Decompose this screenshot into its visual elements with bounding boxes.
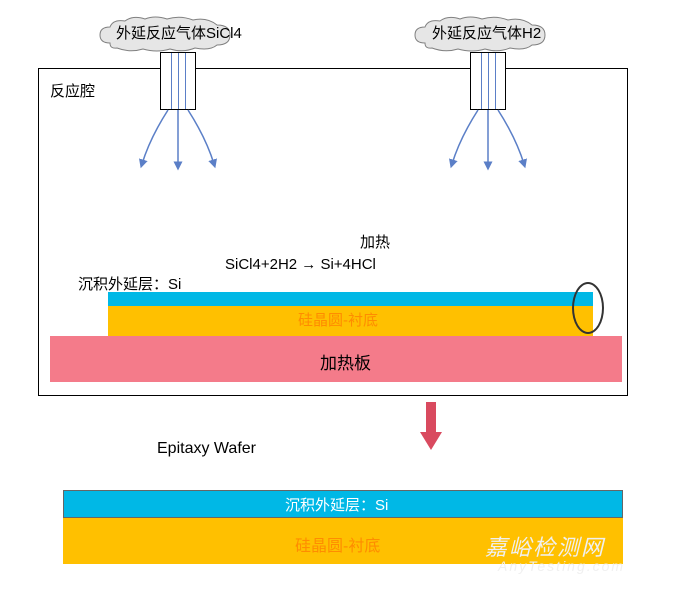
gas-inlet-left (160, 52, 196, 110)
down-arrow-icon (420, 402, 442, 450)
heat-label: 加热 (360, 231, 390, 252)
watermark-sub: AnyTesting.com (498, 558, 625, 574)
gas-inlet-right (470, 52, 506, 110)
chamber-label: 反应腔 (50, 80, 95, 101)
gas-label-left: 外延反应气体SiCl4 (116, 22, 242, 43)
gas-label-right: 外延反应气体H2 (432, 22, 541, 43)
substrate-label-top: 硅晶圆-衬底 (298, 309, 378, 330)
highlight-circle (572, 282, 604, 334)
deposition-label-bottom: 沉积外延层：Si (285, 494, 388, 515)
flow-arrows-left (138, 108, 218, 178)
flow-arrows-right (448, 108, 528, 178)
substrate-label-bottom: 硅晶圆-衬底 (295, 532, 380, 556)
deposition-label-top: 沉积外延层：Si (78, 273, 181, 294)
reaction-equation: SiCl4+2H2 → Si+4HCl (225, 256, 376, 273)
epitaxy-wafer-label: Epitaxy Wafer (157, 440, 256, 458)
diagram-canvas: 外延反应气体SiCl4 外延反应气体H2 反应腔 加热 SiCl (0, 0, 680, 594)
epi-layer-top (108, 292, 593, 306)
heater-label: 加热板 (320, 349, 371, 374)
